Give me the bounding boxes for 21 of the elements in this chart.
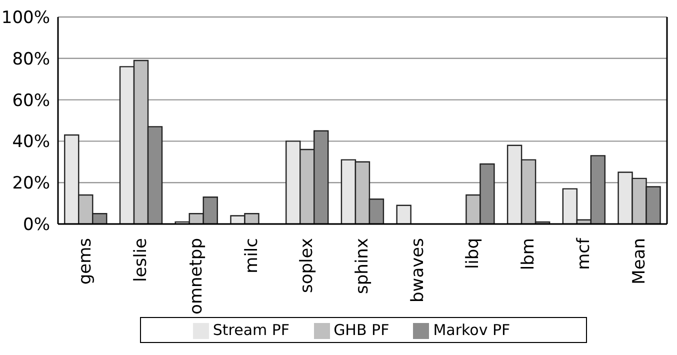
x-tick-label: soplex [297,238,318,293]
y-tick-label: 60% [12,90,50,111]
x-tick-label: bwaves [408,238,428,302]
y-tick-label: 100% [1,8,50,28]
x-tick-label: Mean [629,238,650,284]
x-tick-label: mcf [574,237,594,270]
legend-label: GHB PF [334,321,390,339]
y-tick-label: 20% [12,174,50,194]
legend-label: Stream PF [212,321,290,339]
y-tick-label: 0% [23,215,50,236]
x-tick-label: milc [242,238,262,274]
legend-label: Markov PF [433,321,510,339]
x-tick-label: sphinx [352,238,372,294]
y-tick-label: 40% [12,132,50,152]
x-tick-label: gems [76,238,96,285]
x-tick-label: leslie [131,238,152,282]
y-tick-label: 80% [12,49,50,70]
x-tick-label: libq [463,238,484,270]
x-tick-label: lbm [518,238,539,270]
bar [396,204,412,224]
x-tick-label: omnetpp [186,238,206,314]
